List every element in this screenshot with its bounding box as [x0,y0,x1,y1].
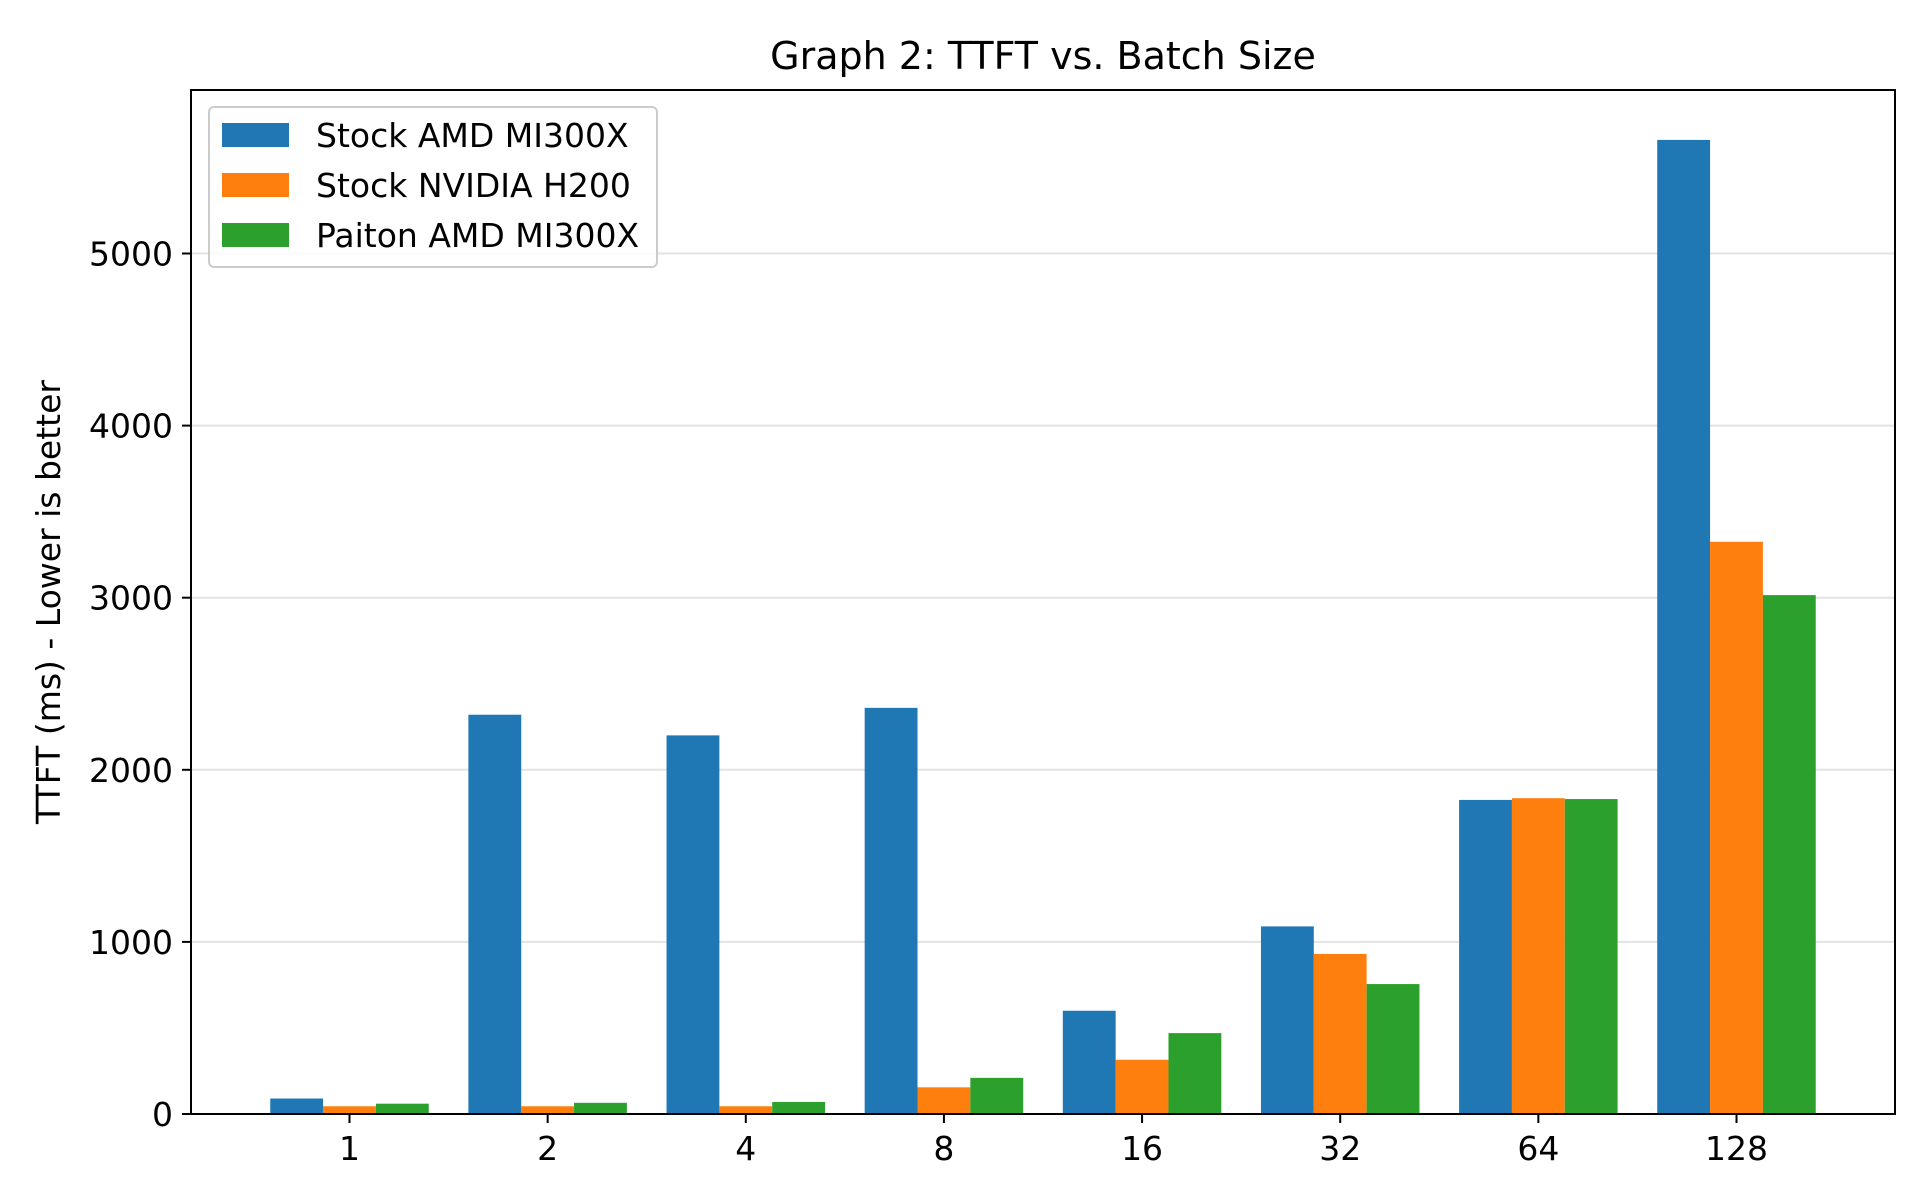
x-tick-label: 32 [1319,1129,1361,1168]
bar-paiton-amd-mi300x-4 [772,1101,826,1114]
gridlines [191,252,1895,943]
bar-stock-nvidia-h200-8 [917,1087,971,1114]
legend-swatch [222,223,289,247]
bar-stock-amd-mi300x-8 [864,707,918,1114]
legend-label: Stock NVIDIA H200 [316,166,631,205]
legend-swatch [222,123,289,147]
x-tick-label: 2 [537,1129,558,1168]
bar-paiton-amd-mi300x-8 [970,1077,1024,1114]
x-tick-label: 1 [339,1129,360,1168]
bar-stock-amd-mi300x-4 [666,735,720,1114]
x-tick-label: 16 [1121,1129,1163,1168]
bar-stock-amd-mi300x-64 [1459,799,1512,1114]
bar-paiton-amd-mi300x-2 [574,1102,627,1114]
bar-paiton-amd-mi300x-32 [1366,984,1420,1114]
x-tick-label: 4 [735,1129,756,1168]
bar-stock-nvidia-h200-128 [1710,541,1763,1114]
bar-paiton-amd-mi300x-1 [375,1103,429,1114]
bar-stock-nvidia-h200-64 [1511,798,1565,1114]
y-axis: 0 1000 2000 3000 4000 5000 [89,234,191,1134]
bar-stock-amd-mi300x-128 [1657,139,1711,1114]
bar-paiton-amd-mi300x-128 [1762,595,1816,1114]
y-axis-label: TTFT (ms) - Lower is better [29,380,68,825]
bar-stock-nvidia-h200-2 [521,1106,575,1114]
y-tick-label: 3000 [89,579,173,618]
bars [270,139,1816,1114]
bar-stock-nvidia-h200-1 [323,1106,376,1114]
y-tick-label: 0 [152,1095,173,1134]
bar-stock-amd-mi300x-1 [270,1098,324,1114]
legend-label: Paiton AMD MI300X [316,216,639,255]
plot-frame [190,89,1896,1115]
bar-stock-amd-mi300x-16 [1062,1010,1116,1114]
y-tick-label: 5000 [89,234,173,273]
y-tick-label: 4000 [89,407,173,446]
legend-swatch [222,173,289,197]
legend: Stock AMD MI300X Stock NVIDIA H200 Paiton … [208,106,658,268]
legend-label: Stock AMD MI300X [316,116,629,155]
bar-paiton-amd-mi300x-16 [1168,1033,1222,1114]
legend-box [208,106,658,268]
bar-stock-amd-mi300x-32 [1260,926,1314,1114]
y-tick-label: 1000 [89,923,173,962]
bar-stock-nvidia-h200-32 [1313,953,1367,1114]
x-axis: 1 2 4 8 16 32 64 128 [339,1114,1768,1168]
x-tick-label: 8 [933,1129,954,1168]
chart-title: Graph 2: TTFT vs. Batch Size [770,34,1316,78]
x-tick-label: 64 [1517,1129,1559,1168]
bar-stock-amd-mi300x-2 [468,714,522,1114]
y-tick-label: 2000 [89,751,173,790]
bar-paiton-amd-mi300x-64 [1564,799,1618,1114]
bar-stock-nvidia-h200-4 [719,1106,773,1114]
bar-stock-nvidia-h200-16 [1115,1059,1169,1114]
x-tick-label: 128 [1705,1129,1768,1168]
